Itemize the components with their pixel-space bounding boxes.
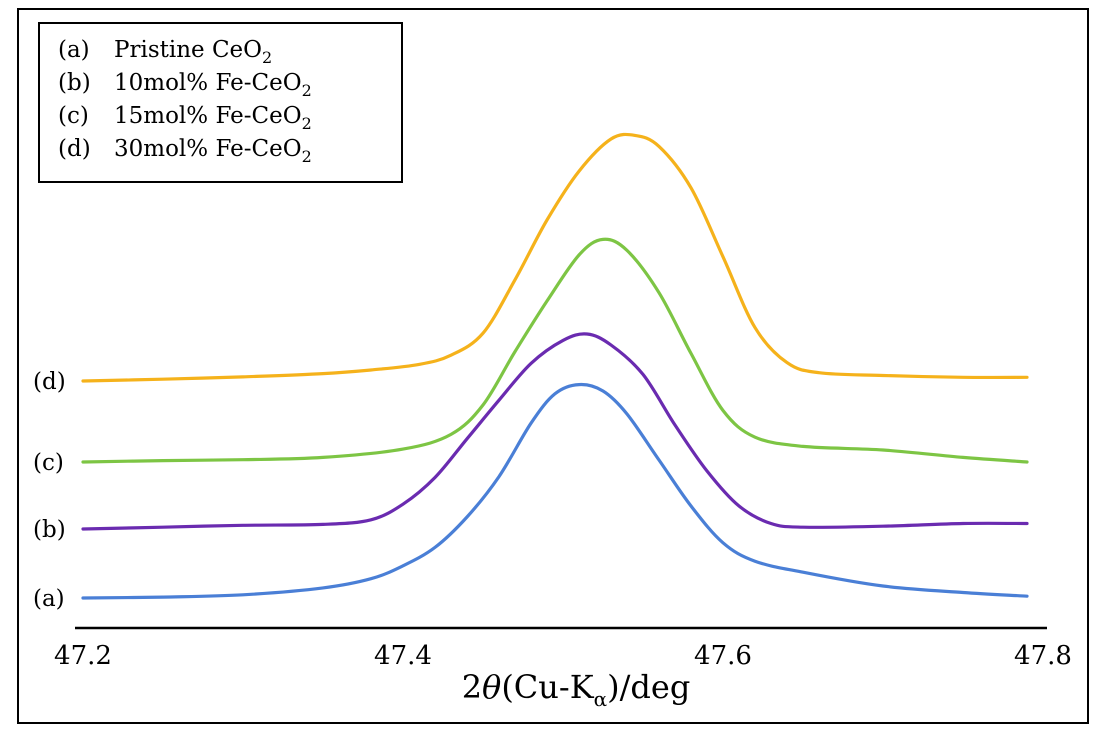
legend: (a) Pristine CeO2 (b) 10mol% Fe-CeO2 (c) 15mo… [38,22,403,183]
x-tick-layer: 47.2 47.4 47.6 47.8 [54,641,1072,671]
series-line-d [81,132,1029,383]
curve-label-b: (b) [33,517,66,543]
legend-tag-b: (b) [58,70,91,96]
x-axis-label-unit: )/deg [607,668,690,706]
curve-label-layer: (a) (b) (c) (d) [33,369,66,612]
legend-box [38,22,403,183]
x-tick-label-2: 47.6 [694,641,752,671]
legend-label-c: 15mol% Fe-CeO2 [114,103,312,133]
series-line-b [81,332,1029,531]
x-tick-label-3: 47.8 [1014,641,1072,671]
x-axis-label: 2θ(Cu-Kα)/deg [462,668,691,711]
curve-label-a: (a) [33,586,65,612]
legend-label-b: 10mol% Fe-CeO2 [114,70,312,100]
series-line-c [81,237,1029,464]
legend-label-a: Pristine CeO2 [114,37,272,67]
curve-label-c: (c) [33,450,64,476]
x-tick-label-0: 47.2 [54,641,112,671]
x-axis-label-main: 2 [462,668,482,706]
legend-tag-c: (c) [58,103,89,129]
legend-tag-d: (d) [58,136,91,162]
x-axis-label-paren: (Cu-K [501,668,594,706]
legend-label-d: 30mol% Fe-CeO2 [114,136,312,166]
legend-entries: (a) Pristine CeO2 (b) 10mol% Fe-CeO2 (c) 15mo… [58,37,312,166]
x-tick-label-1: 47.4 [374,641,432,671]
curve-label-d: (d) [33,369,66,395]
x-axis-label-theta: θ [482,668,501,706]
series-line-a [81,382,1029,600]
series-layer [81,132,1029,600]
x-axis-label-sub: α [594,687,608,711]
legend-tag-a: (a) [58,37,90,63]
